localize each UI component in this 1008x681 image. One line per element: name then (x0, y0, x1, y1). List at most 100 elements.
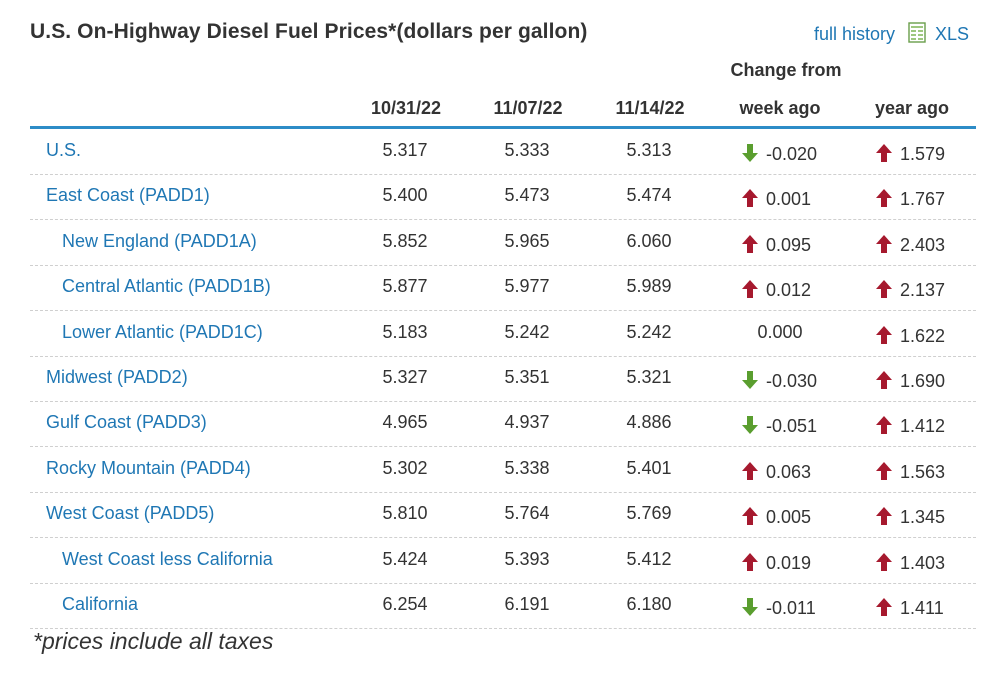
price-cell-2: 5.764 (504, 503, 550, 524)
row-divider (30, 491, 976, 493)
row-divider (30, 355, 976, 357)
price-cell-2: 5.351 (504, 367, 550, 387)
week-change: 0.005 (742, 507, 832, 529)
arrow-up-icon (742, 507, 758, 526)
week-change-value: -0.051 (766, 416, 818, 437)
year-change-value: 1.579 (900, 144, 946, 164)
arrow-up-icon (742, 552, 758, 571)
year-change: 2.137 (876, 280, 966, 302)
region-link[interactable]: Gulf Coast (PADD3) (46, 412, 207, 433)
price-cell-1: 5.327 (382, 367, 428, 387)
region-link[interactable]: Central Atlantic (PADD1B) (62, 276, 271, 297)
year-change-value: 1.412 (900, 416, 946, 437)
year-change: 1.767 (876, 189, 966, 211)
year-change-value: 1.563 (900, 461, 946, 482)
region-link[interactable]: New England (PADD1A) (62, 230, 257, 251)
price-cell-3: 4.886 (626, 412, 672, 433)
arrow-up-icon (876, 507, 892, 526)
price-cell-2: 5.333 (504, 140, 550, 160)
week-change: -0.030 (742, 371, 832, 393)
spreadsheet-icon[interactable] (908, 22, 928, 44)
price-cell-2: 5.473 (504, 185, 550, 206)
page-title: U.S. On-Highway Diesel Fuel Prices*(doll… (30, 20, 588, 43)
xls-download-link[interactable]: XLS (935, 24, 970, 44)
table-row: New England (PADD1A) 5.852 5.965 6.060 0.095… (30, 221, 976, 266)
year-change-value: 1.411 (900, 598, 944, 618)
week-change-value: 0.000 (757, 321, 803, 342)
year-change-value: 2.137 (900, 280, 946, 301)
arrow-down-icon (742, 416, 758, 435)
price-cell-3: 5.321 (626, 367, 672, 387)
region-link[interactable]: Midwest (PADD2) (46, 367, 188, 387)
year-change: 1.412 (876, 416, 966, 438)
price-cell-2: 5.393 (504, 548, 550, 569)
price-cell-1: 4.965 (382, 412, 428, 433)
region-link[interactable]: California (62, 594, 139, 614)
year-change: 1.403 (876, 552, 966, 575)
arrow-up-icon (742, 234, 758, 253)
week-change-value: 0.019 (766, 552, 812, 573)
price-cell-2: 5.977 (504, 276, 550, 297)
week-change: -0.011 (742, 598, 832, 620)
week-change-value: 0.001 (766, 189, 812, 210)
region-link[interactable]: West Coast less California (62, 548, 273, 569)
region-link[interactable]: West Coast (PADD5) (46, 503, 215, 524)
arrow-up-icon (742, 189, 758, 208)
week-change-value: 0.063 (766, 461, 812, 482)
arrow-down-icon (742, 371, 758, 389)
row-divider (30, 537, 976, 539)
arrow-up-icon (742, 461, 758, 480)
week-change: 0.095 (742, 234, 832, 257)
row-divider (30, 582, 976, 584)
price-cell-1: 5.424 (382, 548, 428, 569)
price-cell-2: 5.338 (504, 457, 550, 478)
week-change-value: -0.011 (766, 598, 816, 618)
week-change: 0.063 (742, 461, 832, 484)
arrow-down-icon (742, 598, 758, 616)
table-row: East Coast (PADD1) 5.400 5.473 5.474 0.001 1.… (30, 175, 976, 221)
price-cell-3: 5.474 (626, 185, 672, 206)
region-link[interactable]: Lower Atlantic (PADD1C) (62, 321, 263, 342)
row-divider (30, 310, 976, 312)
date-header-3: 11/14/22 (615, 98, 685, 118)
week-change: 0.001 (742, 189, 832, 211)
arrow-up-icon (876, 144, 892, 162)
week-change-value: -0.020 (766, 144, 818, 164)
week-change: 0.019 (742, 552, 832, 575)
year-change: 1.690 (876, 371, 966, 393)
week-change: 0.012 (742, 280, 832, 302)
row-divider (30, 174, 976, 175)
year-change: 1.563 (876, 461, 966, 484)
row-divider (30, 446, 976, 448)
row-divider (30, 219, 976, 221)
change-from-header: Change from (730, 60, 842, 80)
week-ago-header: week ago (739, 98, 821, 118)
table-row: Gulf Coast (PADD3) 4.965 4.937 4.886 -0.051 1… (30, 402, 976, 448)
region-link[interactable]: U.S. (46, 140, 82, 160)
footnote: *prices include all taxes (33, 628, 274, 654)
year-change-value: 1.690 (900, 371, 946, 391)
arrow-up-icon (742, 280, 758, 299)
region-link[interactable]: Rocky Mountain (PADD4) (46, 457, 251, 478)
year-change-value: 1.403 (900, 552, 946, 573)
price-cell-1: 5.317 (382, 140, 428, 160)
price-cell-3: 5.412 (626, 548, 672, 569)
price-cell-2: 5.965 (504, 230, 550, 251)
arrow-up-icon (876, 461, 892, 480)
arrow-up-icon (876, 552, 892, 571)
year-change-value: 1.622 (900, 325, 946, 346)
price-cell-1: 5.183 (382, 321, 428, 342)
full-history-link[interactable]: full history (814, 24, 896, 44)
price-cell-1: 5.877 (382, 276, 428, 297)
table-row: Midwest (PADD2) 5.327 5.351 5.321 -0.030 1.69… (30, 357, 976, 402)
table-row: Central Atlantic (PADD1B) 5.877 5.977 5.989… (30, 266, 976, 312)
table-row: West Coast (PADD5) 5.810 5.764 5.769 0.005 1.… (30, 493, 976, 539)
price-cell-1: 5.810 (382, 503, 428, 524)
arrow-up-icon (876, 234, 892, 253)
price-cell-3: 5.769 (626, 503, 672, 524)
region-link[interactable]: East Coast (PADD1) (46, 185, 210, 206)
table-row: Rocky Mountain (PADD4) 5.302 5.338 5.401 0.0… (30, 448, 976, 493)
arrow-up-icon (876, 416, 892, 435)
table-row: California 6.254 6.191 6.180 -0.011 1.411 (30, 584, 976, 629)
arrow-up-icon (876, 598, 892, 616)
